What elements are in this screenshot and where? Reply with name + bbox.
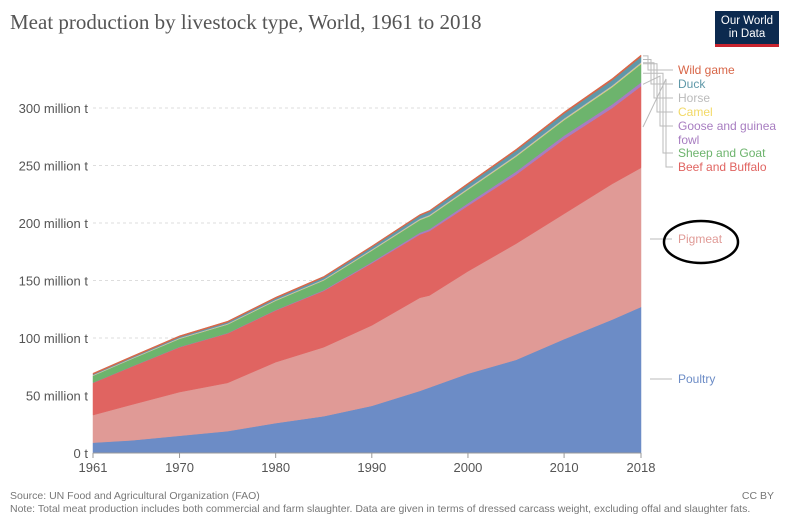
legend-connector [643, 72, 673, 154]
legend-label: Pigmeat [678, 232, 723, 246]
area-series [92, 54, 642, 454]
footer: Source: UN Food and Agricultural Organiz… [10, 490, 776, 515]
area-wild-game[interactable] [92, 54, 642, 375]
legend-label: Horse [678, 91, 710, 105]
x-axis: 1961 1970 1980 1990 2000 2010 2018 [79, 452, 656, 475]
legend-label: Sheep and Goat [678, 146, 766, 160]
x-tick-label: 1970 [165, 460, 194, 475]
y-tick-label: 0 t [74, 446, 89, 461]
logo-line-1: Our World [720, 15, 774, 27]
x-tick-label: 1961 [79, 460, 108, 475]
legend-connector [642, 78, 673, 168]
x-tick-label: 2018 [627, 460, 656, 475]
legend-label: Duck [678, 77, 706, 91]
annotations [662, 219, 740, 265]
x-tick-label: 1990 [357, 460, 386, 475]
y-tick-label: 250 million t [19, 159, 89, 174]
x-tick-label: 2010 [550, 460, 579, 475]
x-tick-label: 2000 [453, 460, 482, 475]
legend-item-poultry[interactable]: Poultry [650, 372, 715, 386]
legend-label: Goose and guinea fowl [678, 119, 776, 147]
pigmeat-highlight-ellipse [662, 219, 740, 265]
y-tick-label: 300 million t [19, 101, 89, 116]
legend-item-goose-and-guinea-fowl[interactable]: Goose and guinea fowl [642, 75, 776, 147]
y-tick-label: 150 million t [19, 274, 89, 289]
legend-label: Beef and Buffalo [678, 160, 767, 174]
legend-item-sheep-and-goat[interactable]: Sheep and Goat [643, 72, 766, 160]
legend-item-pigmeat[interactable]: Pigmeat [650, 232, 723, 246]
legend-item-camel[interactable]: Camel [643, 63, 713, 119]
legend-connector [643, 59, 673, 85]
license-badge[interactable]: CC BY [741, 490, 774, 502]
legend-item-beef-and-buffalo[interactable]: Beef and Buffalo [642, 78, 767, 174]
legend-connector [643, 63, 673, 113]
y-tick-label: 50 million t [26, 389, 89, 404]
owid-logo[interactable]: Our World in Data [715, 11, 779, 47]
logo-line-2: in Data [728, 28, 766, 40]
note-text: Note: Total meat production includes bot… [10, 502, 751, 515]
y-tick-label: 200 million t [19, 216, 89, 231]
y-axis: 0 t 50 million t 100 million t 150 million … [19, 101, 89, 461]
x-tick-label: 1980 [261, 460, 290, 475]
legend-label: Wild game [678, 63, 735, 77]
legend-item-duck[interactable]: Duck [643, 59, 706, 91]
source-text: Source: UN Food and Agricultural Organiz… [10, 490, 260, 502]
legend-label: Poultry [678, 372, 715, 386]
legend-label: Camel [678, 105, 713, 119]
chart-title: Meat production by livestock type, World… [10, 10, 482, 34]
stacked-area-chart: 0 t 50 million t 100 million t 150 million … [19, 54, 776, 475]
y-tick-label: 100 million t [19, 331, 89, 346]
